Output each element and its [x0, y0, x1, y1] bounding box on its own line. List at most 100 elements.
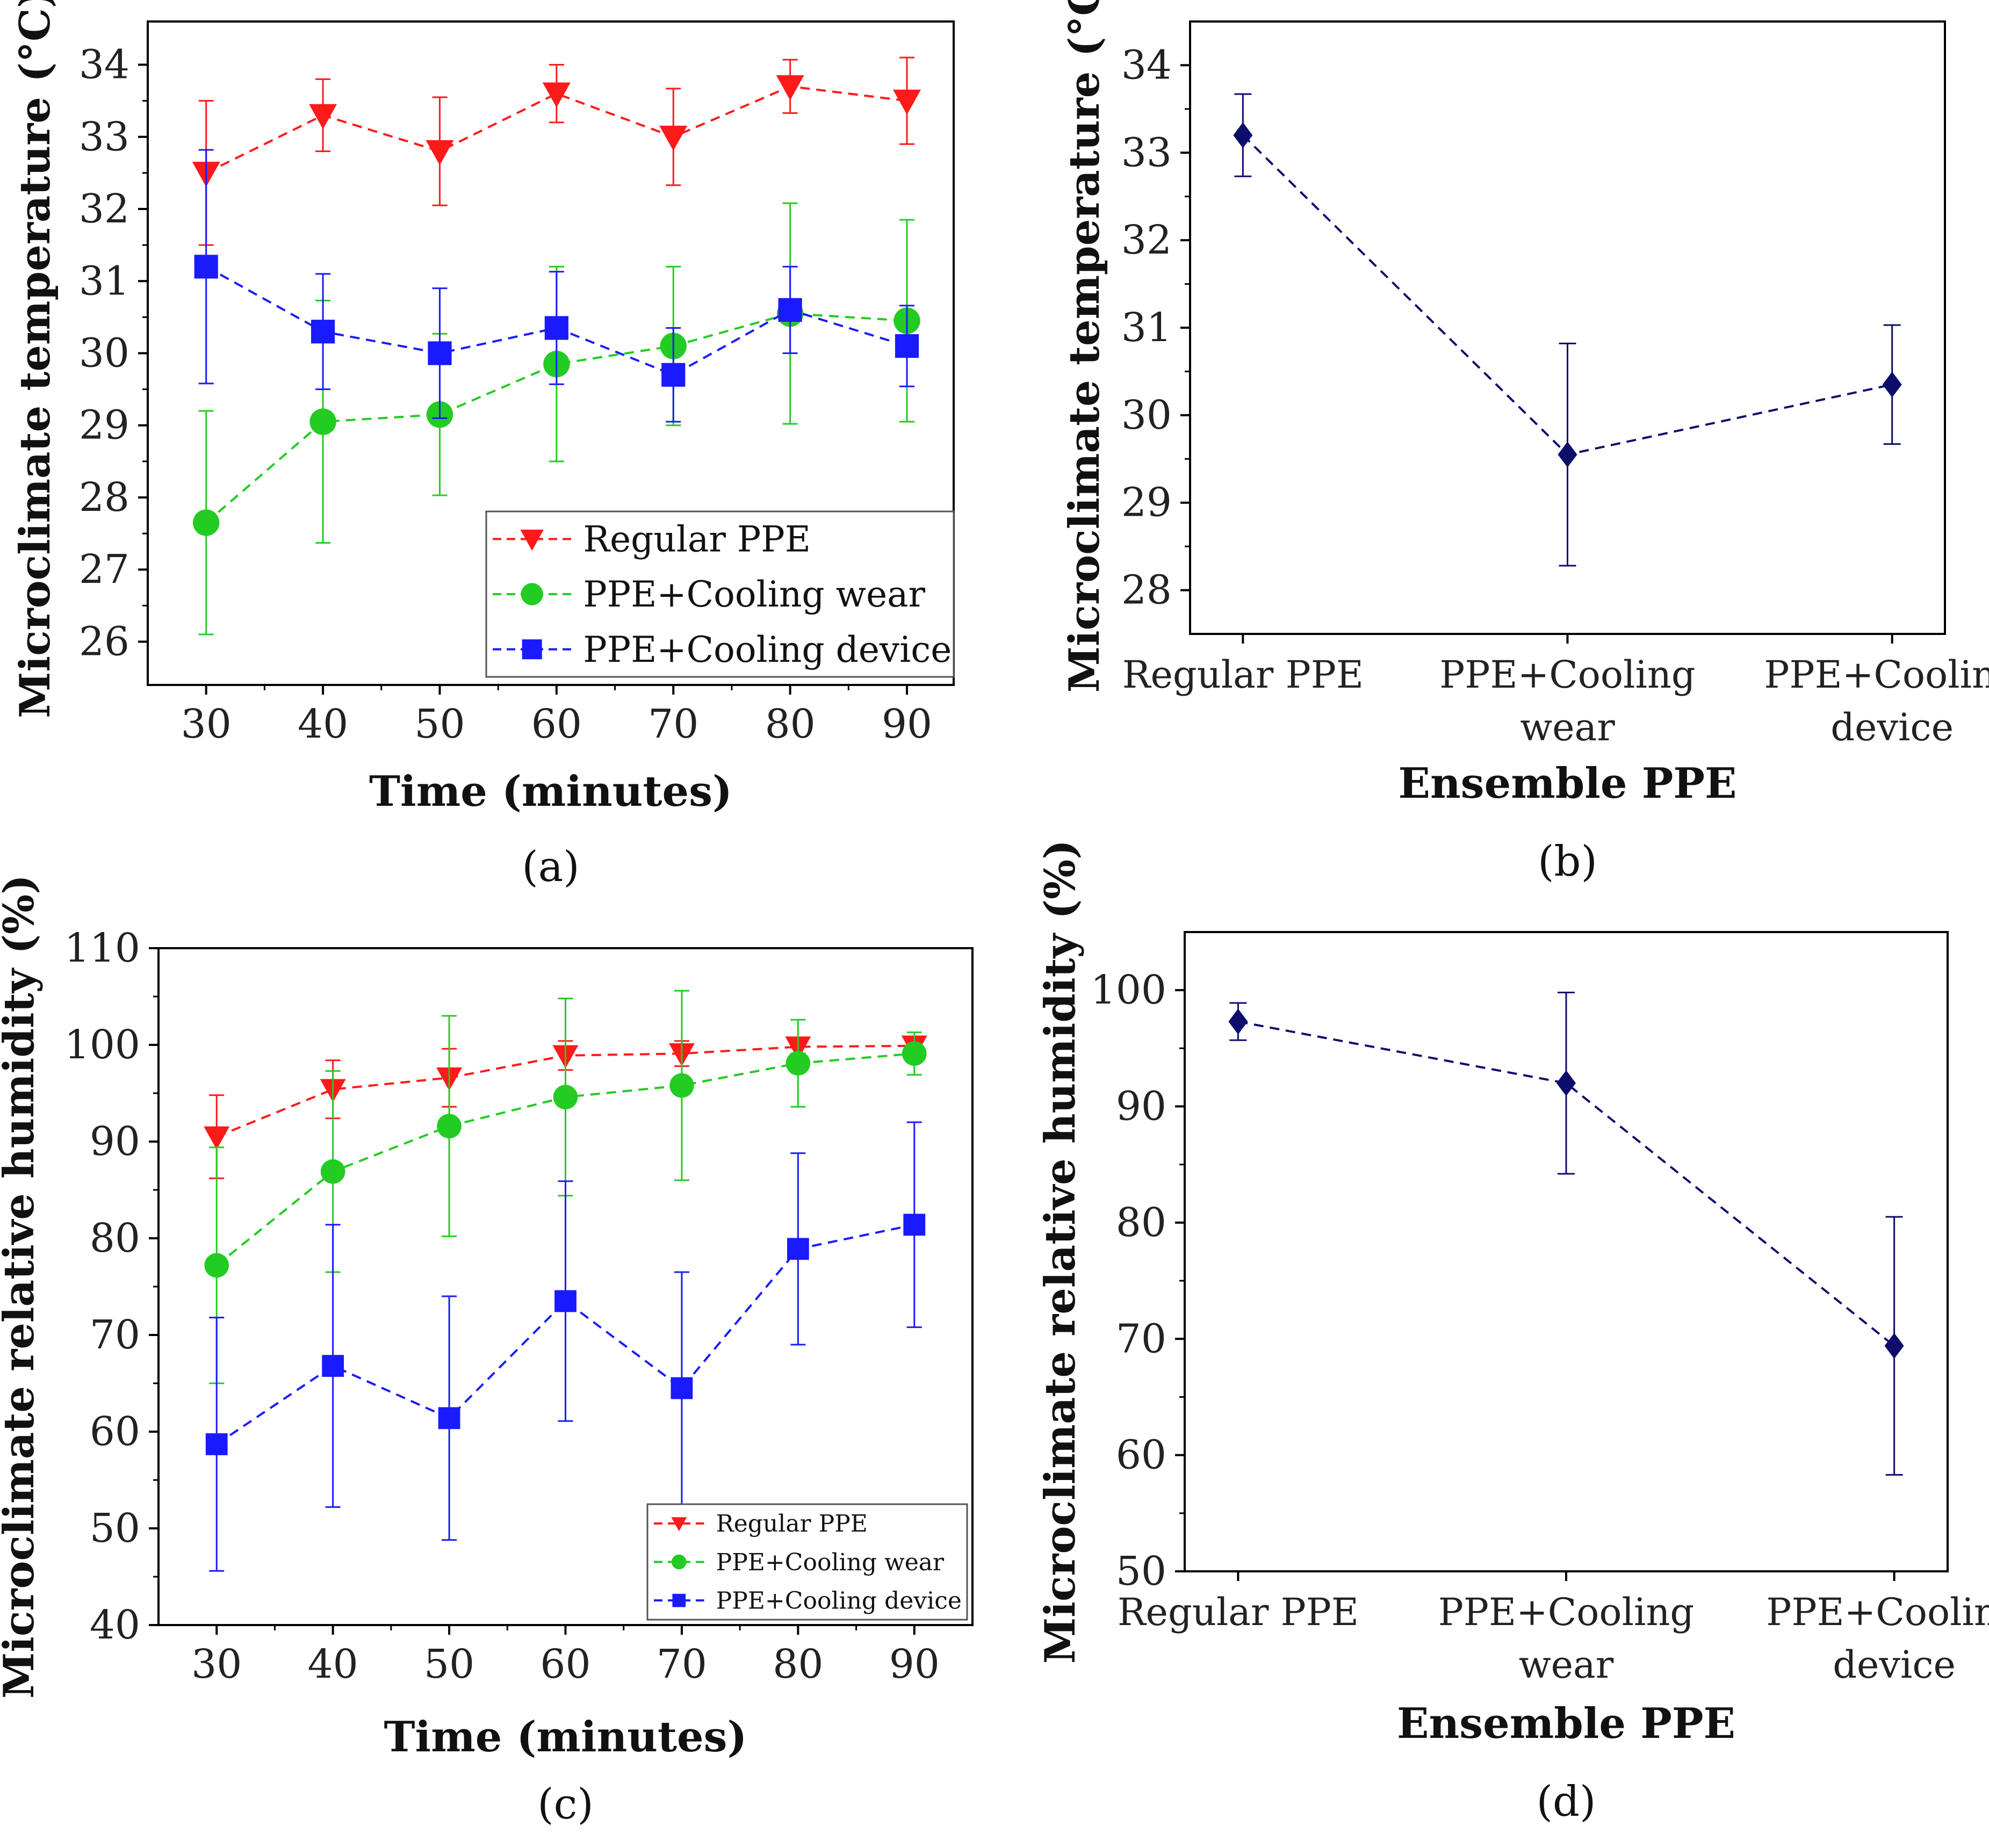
legend-marker	[520, 529, 544, 551]
data-point	[776, 75, 804, 100]
data-point	[785, 1051, 811, 1075]
series-ensemble-mean	[1228, 992, 1904, 1476]
category-label: device	[1831, 705, 1954, 749]
y-tick-label: 29	[1121, 480, 1172, 526]
y-tick-label: 110	[64, 925, 140, 971]
data-point	[1884, 1333, 1904, 1359]
data-point	[669, 1073, 694, 1098]
series-ensemble-mean	[1233, 93, 1902, 567]
x-tick-label: 40	[308, 1641, 358, 1687]
y-tick-label: 34	[1121, 42, 1172, 88]
y-tick-label: 70	[90, 1312, 140, 1358]
data-point	[895, 334, 919, 358]
legend-label: PPE+Cooling wear	[716, 1549, 945, 1576]
y-tick-label: 80	[90, 1215, 140, 1261]
y-tick-label: 34	[79, 42, 129, 88]
x-tick-label: 30	[181, 701, 232, 747]
category-label: Regular PPE	[1118, 1590, 1359, 1634]
data-point	[661, 363, 686, 387]
x-axis-title: Ensemble PPE	[1399, 759, 1737, 808]
y-tick-label: 40	[90, 1602, 140, 1648]
data-point	[192, 509, 220, 536]
category-label: device	[1833, 1643, 1956, 1687]
y-axis-title: Microclimate relative humidity (%)	[0, 875, 44, 1699]
legend-marker	[521, 583, 543, 605]
y-tick-label: 28	[79, 474, 129, 521]
y-tick-label: 31	[1121, 305, 1172, 351]
legend-label: PPE+Cooling wear	[583, 574, 925, 615]
data-point	[428, 341, 452, 365]
x-tick-label: 50	[424, 1641, 474, 1687]
data-point	[194, 255, 218, 279]
y-tick-label: 32	[1121, 217, 1172, 263]
series-regular-ppe	[192, 56, 921, 246]
legend-marker	[522, 639, 542, 660]
data-point	[205, 1433, 228, 1455]
y-tick-label: 70	[1116, 1316, 1166, 1362]
data-point	[204, 1126, 230, 1150]
data-point	[778, 298, 802, 322]
data-point	[322, 1355, 344, 1377]
y-tick-label: 31	[79, 258, 129, 304]
data-point	[309, 104, 337, 129]
data-point	[554, 1290, 576, 1312]
category-label: PPE+Cooling	[1438, 1590, 1694, 1634]
panel-label: (d)	[1537, 1778, 1596, 1826]
legend-label: PPE+Cooling device	[583, 629, 952, 670]
y-tick-label: 30	[1121, 392, 1172, 438]
y-tick-label: 90	[1116, 1084, 1166, 1130]
x-tick-label: 60	[540, 1641, 590, 1687]
y-tick-label: 80	[1116, 1200, 1166, 1246]
data-point	[1882, 371, 1902, 398]
x-tick-label: 70	[648, 701, 698, 747]
data-point	[309, 408, 336, 435]
x-axis-title: Time (minutes)	[369, 767, 732, 816]
y-tick-label: 90	[90, 1118, 140, 1165]
y-tick-label: 100	[64, 1022, 140, 1068]
legend: Regular PPE PPE+Cooling wear PPE+Cooling d…	[485, 510, 955, 678]
x-tick-label: 80	[773, 1641, 823, 1687]
data-point	[659, 125, 688, 151]
data-point	[1558, 442, 1577, 468]
y-tick-label: 29	[79, 402, 129, 449]
y-tick-label: 26	[79, 618, 129, 665]
legend-marker	[672, 1554, 687, 1570]
data-point	[1556, 1070, 1576, 1096]
series-ppe-cooling-wear	[204, 990, 927, 1384]
x-axis-title: Ensemble PPE	[1397, 1699, 1735, 1748]
y-tick-label: 27	[79, 546, 129, 593]
data-point	[542, 82, 571, 108]
data-point	[902, 1041, 927, 1066]
y-tick-label: 33	[79, 114, 129, 160]
category-label: wear	[1519, 1643, 1614, 1687]
legend-label: PPE+Cooling device	[716, 1587, 962, 1615]
data-point	[320, 1159, 345, 1184]
x-tick-label: 90	[882, 701, 932, 747]
data-point	[437, 1114, 462, 1138]
data-point	[787, 1238, 809, 1260]
x-tick-label: 90	[889, 1641, 940, 1687]
y-tick-label: 50	[1116, 1548, 1166, 1594]
y-tick-label: 33	[1121, 129, 1172, 176]
x-tick-label: 60	[531, 701, 582, 747]
panel-a: 26 27 28 29 30 31 32 33 34 30 40 50 60 70 80 90 Time (mi…	[11, 0, 955, 891]
x-tick-label: 80	[765, 701, 816, 747]
x-tick-label: 50	[414, 701, 465, 747]
x-tick-label: 40	[298, 701, 348, 747]
data-point	[1233, 122, 1253, 148]
data-point	[671, 1377, 693, 1399]
y-tick-label: 100	[1091, 967, 1166, 1013]
x-tick-label: 70	[657, 1641, 707, 1687]
legend-label: Regular PPE	[716, 1510, 868, 1537]
data-point	[426, 140, 454, 165]
data-point	[903, 1214, 926, 1236]
y-tick-label: 50	[90, 1505, 140, 1551]
data-point	[544, 316, 568, 340]
y-axis-title: Microclimate relative humidity (%)	[1036, 840, 1085, 1664]
panel-b: 28 29 30 31 32 33 34 Regular PPE PPE+Cooling wear…	[1060, 0, 1989, 886]
series-line	[1238, 1020, 1895, 1347]
category-label: PPE+Cooling	[1439, 653, 1695, 697]
panel-c: 40 50 60 70 80 90 100 110 30 40 50 60 70 80 90 Time (mi…	[0, 875, 974, 1829]
y-axis-title: Microclimate temperature (°C)	[1060, 0, 1109, 692]
